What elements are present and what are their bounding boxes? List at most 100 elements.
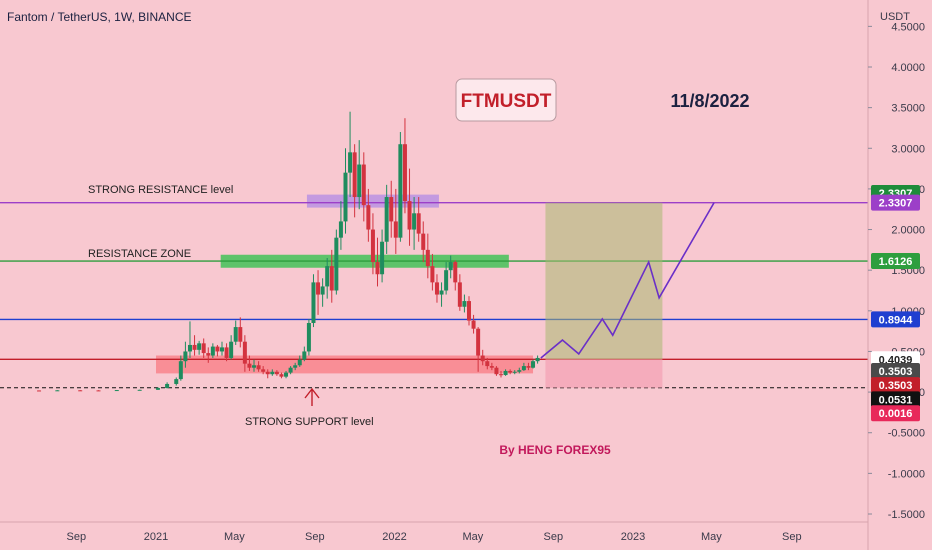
candle — [361, 152, 366, 222]
candle-body — [407, 201, 412, 230]
candle — [229, 335, 234, 360]
price-tag[interactable]: 0.0531 — [871, 391, 920, 408]
candle-body — [55, 390, 60, 392]
candle — [384, 184, 389, 254]
candle — [238, 317, 243, 348]
candle — [425, 233, 430, 279]
candle-body — [535, 357, 540, 362]
candle-body — [316, 282, 321, 295]
price-tag-label: 0.3503 — [879, 380, 913, 392]
candle — [320, 278, 325, 307]
price-tag-label: 1.6126 — [879, 256, 913, 268]
strong-support-zone[interactable] — [156, 355, 534, 374]
annotations-layer: STRONG RESISTANCE level RESISTANCE ZONE … — [88, 78, 750, 457]
price-tag-bg — [871, 405, 920, 422]
candle-body — [242, 341, 247, 364]
candle — [316, 270, 321, 315]
currency-label: USDT — [880, 11, 910, 23]
candle-body — [393, 221, 398, 238]
candle — [521, 362, 526, 371]
candle-body — [425, 249, 430, 267]
candle-body — [444, 270, 449, 291]
candle — [375, 237, 380, 287]
candle — [389, 180, 394, 238]
price-tag-label: 0.0531 — [879, 394, 913, 406]
candle-body — [329, 266, 334, 291]
candle-body — [416, 213, 421, 234]
price-tags-layer: 2.33072.33071.61260.89440.40390.35030.35… — [871, 184, 920, 422]
author-label: By HENG FOREX95 — [499, 443, 611, 457]
candle-body — [434, 282, 439, 295]
candle — [55, 390, 60, 392]
candle — [233, 320, 238, 345]
candle-body — [238, 327, 243, 342]
symbol-title[interactable]: Fantom / TetherUS, 1W, BINANCE — [7, 10, 192, 24]
candle-body — [325, 266, 330, 287]
candle-body — [457, 282, 462, 307]
long-position-profit-area[interactable] — [545, 202, 663, 360]
candle-body — [174, 379, 179, 384]
candle-body — [261, 369, 266, 372]
symbol-box[interactable]: FTMUSDT — [455, 78, 557, 122]
price-tag-bg — [871, 253, 920, 270]
candle — [480, 349, 485, 366]
candle-body — [375, 262, 380, 275]
candle-body — [402, 144, 407, 202]
candle-body — [384, 197, 389, 242]
price-tag[interactable]: 0.3503 — [871, 362, 920, 379]
candle — [274, 370, 279, 376]
strong-resistance-label: STRONG RESISTANCE level — [88, 184, 233, 196]
candle — [348, 111, 353, 198]
candle — [256, 361, 261, 372]
price-tick-label: -1.5000 — [888, 509, 925, 521]
candle — [284, 370, 289, 379]
time-axis: Sep 2021 May Sep 2022 May Sep 2023 May Sep — [0, 521, 868, 543]
candle-body — [448, 262, 453, 271]
candle-body — [274, 371, 279, 375]
price-tag-bg — [871, 391, 920, 408]
price-tag[interactable]: 0.0016 — [871, 405, 920, 422]
time-tick-label: May — [463, 531, 484, 543]
candle — [357, 140, 362, 210]
candle-body — [343, 172, 348, 222]
candle-body — [466, 301, 471, 321]
candle — [494, 366, 499, 376]
candle — [535, 355, 540, 364]
price-tag[interactable]: 0.3503 — [871, 377, 920, 394]
candle-body — [306, 323, 311, 352]
price-tag[interactable]: 0.8944 — [871, 311, 920, 328]
candle-body — [37, 390, 42, 392]
candle-body — [279, 374, 284, 377]
time-tick-label: May — [701, 531, 722, 543]
support-arrow-icon — [304, 387, 320, 406]
long-position-loss-area[interactable] — [545, 359, 663, 388]
candle-body — [219, 347, 224, 352]
candle-body — [247, 363, 252, 368]
time-tick-label: Sep — [543, 531, 563, 543]
candle-body — [96, 390, 101, 392]
candle-body — [494, 367, 499, 375]
candle — [270, 369, 275, 376]
candle — [325, 257, 330, 299]
candle — [174, 377, 179, 386]
price-tag[interactable]: 2.3307 — [871, 194, 920, 211]
candle-body — [183, 351, 188, 362]
candle — [224, 343, 229, 362]
candle-body — [224, 347, 229, 358]
candle-body — [197, 343, 202, 350]
candle — [393, 188, 398, 254]
price-tick-label: 2.0000 — [891, 225, 925, 237]
price-tag[interactable]: 1.6126 — [871, 253, 920, 270]
candle-body — [338, 221, 343, 238]
candle — [206, 347, 211, 363]
position-layer — [545, 202, 663, 388]
candle — [352, 144, 357, 218]
candle-body — [512, 371, 517, 373]
candle-body — [187, 344, 192, 352]
candle — [370, 213, 375, 275]
candle-body — [412, 213, 417, 230]
projection-path[interactable] — [540, 202, 715, 359]
price-tag-label: 0.3503 — [879, 366, 913, 378]
